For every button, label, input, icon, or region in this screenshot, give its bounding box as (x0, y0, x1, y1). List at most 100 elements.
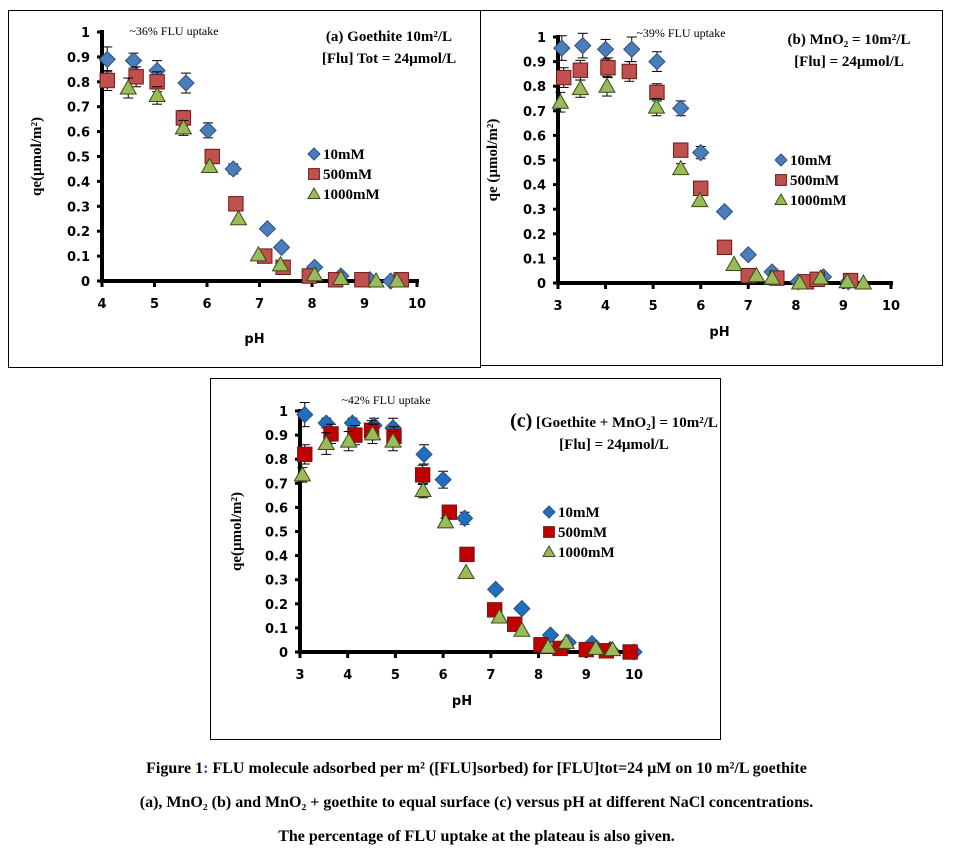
marker-square (354, 272, 370, 288)
y-tick-label: 0.1 (67, 250, 90, 265)
marker-square (673, 142, 689, 158)
marker-triangle (647, 98, 666, 114)
legend-label: 10mM (323, 147, 365, 163)
x-tick-label: 3 (295, 668, 304, 683)
title-rest: [Goethite + MnO₂] = 10m²/L (532, 415, 718, 431)
chart-title-line: [Flu] = 24µmol/L (794, 54, 904, 70)
marker-square (543, 526, 555, 538)
x-axis-title: pH (452, 694, 472, 709)
series-500mM (297, 420, 638, 660)
marker-triangle (119, 79, 138, 95)
marker-square (600, 60, 616, 76)
marker-triangle (854, 273, 873, 290)
legend-label: 1000mM (558, 545, 615, 561)
y-tick-label: 0.2 (265, 598, 288, 613)
y-tick-label: 0.6 (265, 501, 288, 516)
y-tick-label: 1 (279, 405, 288, 420)
marker-triangle (763, 269, 781, 285)
y-tick-label: 0.2 (523, 228, 546, 243)
marker-diamond (542, 505, 556, 519)
marker-triangle (363, 424, 382, 441)
y-tick-label: 0.5 (265, 526, 288, 541)
marker-diamond (715, 202, 734, 221)
legend-label: 10mM (790, 153, 832, 169)
chart-title-line: (b) MnO₂ = 10m²/L (788, 32, 911, 48)
x-axis-title: pH (709, 325, 729, 340)
uptake-annotation: ~36% FLU uptake (129, 24, 218, 38)
legend: 10mM 500mM 1000mM (307, 147, 380, 203)
chart-title-line: [Flu] = 24µmol/L (559, 437, 669, 453)
x-tick-label: 8 (307, 297, 316, 312)
chart-panel-a: 0 0.1 0.2 0.3 0.4 0.5 0.6 0.7 0.8 0.9 1 4 5 6 7 8 9 10 pH q… (8, 10, 481, 368)
marker-square (459, 546, 475, 563)
marker-triangle (307, 186, 321, 199)
x-tick-label: 9 (582, 668, 591, 683)
x-tick-label: 5 (150, 297, 159, 312)
marker-triangle (148, 86, 166, 102)
y-tick-label: 1 (81, 26, 90, 41)
marker-square (716, 239, 733, 256)
y-tick-label: 0.4 (265, 550, 288, 565)
marker-square (649, 84, 665, 101)
series-1000mM (119, 77, 406, 288)
marker-triangle (384, 432, 402, 448)
x-tick-label: 10 (882, 299, 900, 314)
marker-diamond (774, 153, 788, 167)
y-axis-title: qe(µmol/m²) (29, 117, 45, 196)
marker-triangle (557, 633, 576, 649)
y-tick-label: 0.3 (523, 203, 546, 218)
marker-triangle (174, 118, 193, 135)
marker-triangle (457, 563, 475, 579)
x-tick-label: 5 (391, 668, 400, 683)
chart-panel-b: 0 0.1 0.2 0.3 0.4 0.5 0.6 0.7 0.8 0.9 1 3 4 5 6 7 8 9 10 pH… (480, 10, 943, 366)
marker-diamond (455, 509, 474, 527)
y-axis-title: qe(µmol/m²) (229, 492, 245, 571)
legend-label: 500mM (558, 525, 607, 541)
caption-figure-label: Figure 1 (146, 760, 204, 777)
marker-triangle (414, 481, 432, 498)
marker-triangle (490, 608, 509, 624)
x-tick-label: 7 (486, 668, 495, 683)
y-tick-label: 0.6 (67, 126, 90, 141)
marker-triangle (542, 544, 556, 557)
y-tick-label: 0.9 (265, 429, 288, 444)
marker-square (775, 174, 787, 186)
marker-diamond (296, 405, 314, 424)
marker-square (297, 446, 313, 463)
y-tick-label: 0.3 (67, 200, 90, 215)
marker-square (228, 196, 244, 212)
marker-diamond (224, 160, 242, 178)
marker-diamond (596, 40, 615, 59)
marker-triangle (571, 79, 590, 96)
marker-triangle (388, 271, 406, 288)
marker-triangle (811, 269, 830, 285)
legend-label: 10mM (558, 505, 600, 521)
y-tick-label: 0.4 (523, 179, 546, 194)
figure-caption: Figure 1: FLU molecule adsorbed per m² (… (0, 752, 953, 854)
marker-diamond (177, 74, 195, 92)
marker-triangle (598, 77, 616, 93)
caption-colon: : (203, 760, 209, 777)
x-tick-label: 6 (202, 297, 211, 312)
chart-title-line: (a) Goethite 10m²/L (326, 29, 452, 45)
y-tick-label: 1 (537, 31, 546, 46)
series-1000mM (293, 423, 622, 657)
y-tick-label: 0.1 (523, 252, 546, 267)
chart-a-svg: 0 0.1 0.2 0.3 0.4 0.5 0.6 0.7 0.8 0.9 1 4 5 6 7 8 9 10 pH q… (29, 24, 456, 347)
marker-triangle (725, 255, 743, 272)
x-tick-label: 5 (649, 299, 658, 314)
x-tick-label: 8 (791, 299, 800, 314)
y-tick-label: 0.1 (265, 622, 288, 637)
uptake-annotation: ~39% FLU uptake (636, 26, 725, 40)
marker-triangle (436, 512, 455, 529)
caption-line-1-text: FLU molecule adsorbed per m² ([FLU]sorbe… (208, 760, 807, 777)
x-tick-label: 8 (534, 668, 543, 683)
marker-triangle (293, 465, 312, 482)
series-1000mM (551, 75, 873, 290)
marker-diamond (486, 580, 505, 599)
x-tick-label: 10 (408, 297, 426, 312)
chart-title-line: [Flu] Tot = 24µmol/L (322, 51, 456, 67)
uptake-annotation: ~42% FLU uptake (341, 393, 430, 407)
marker-diamond (415, 445, 433, 464)
x-tick-label: 9 (839, 299, 848, 314)
